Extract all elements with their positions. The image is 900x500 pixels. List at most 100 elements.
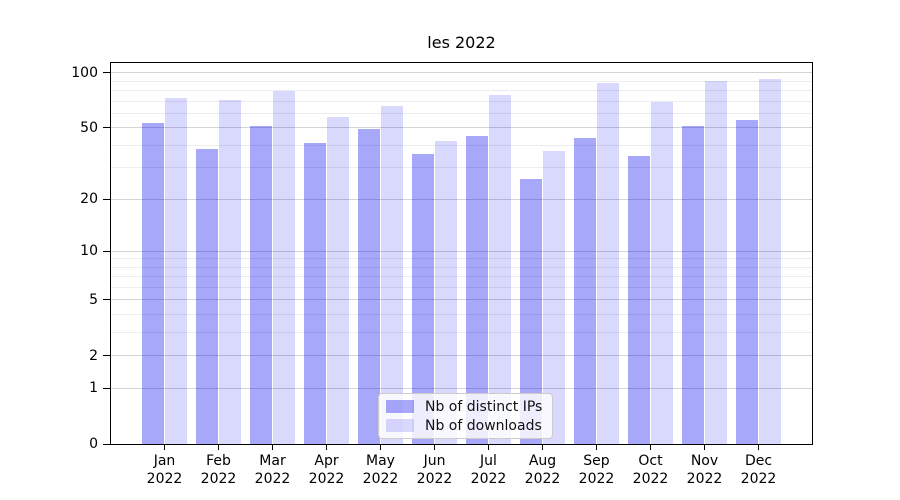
y-tick-mark-20: [103, 198, 110, 200]
major-gridline-y-1: [111, 387, 812, 389]
bar-jul-downloads: [488, 94, 511, 444]
bar-feb-distinct-ips: [196, 149, 219, 444]
bar-jan-distinct-ips: [142, 123, 165, 444]
minor-gridline-y-6: [111, 287, 812, 288]
bar-apr-distinct-ips: [304, 143, 327, 444]
x-tick-mark-jan: [164, 445, 165, 450]
bar-mar-downloads: [272, 90, 295, 444]
x-tick-label-nov: Nov 2022: [670, 452, 740, 488]
x-tick-year: 2022: [632, 471, 669, 487]
major-gridline-y-5: [111, 299, 812, 301]
minor-gridline-y-40: [111, 144, 812, 146]
minor-gridline-y-80: [111, 90, 812, 91]
x-tick-month: Jun: [423, 453, 446, 469]
bar-jun-distinct-ips: [412, 153, 435, 444]
x-tick-mark-nov: [704, 445, 705, 450]
x-tick-mark-oct: [650, 445, 651, 450]
x-tick-year: 2022: [686, 471, 723, 487]
x-tick-label-apr: Apr 2022: [292, 452, 362, 488]
minor-gridline-y-90: [111, 80, 812, 82]
bar-dec-downloads: [758, 78, 781, 444]
x-tick-year: 2022: [362, 471, 399, 487]
y-tick-mark-5: [103, 299, 110, 301]
bar-sep-distinct-ips: [574, 137, 597, 444]
minor-gridline-y-30: [111, 167, 812, 169]
x-tick-mark-mar: [272, 445, 273, 450]
bar-may-distinct-ips: [358, 129, 381, 444]
minor-gridline-y-3: [111, 332, 812, 333]
x-tick-label-mar: Mar 2022: [238, 452, 308, 488]
bar-jan-downloads: [164, 97, 187, 444]
legend: Nb of distinct IPs Nb of downloads: [378, 393, 554, 439]
x-tick-label-sep: Sep 2022: [562, 452, 632, 488]
x-tick-year: 2022: [308, 471, 345, 487]
y-tick-label-20: 20: [80, 191, 98, 208]
y-tick-label-0: 0: [89, 436, 98, 452]
bar-nov-distinct-ips: [682, 126, 705, 444]
x-tick-mark-sep: [596, 445, 597, 450]
major-gridline-y-20: [111, 198, 812, 200]
x-tick-label-jun: Jun 2022: [400, 452, 470, 488]
bar-mar-distinct-ips: [250, 126, 273, 444]
y-tick-mark-10: [103, 250, 110, 252]
y-tick-mark-100: [103, 72, 110, 74]
x-tick-year: 2022: [578, 471, 615, 487]
x-tick-year: 2022: [416, 471, 453, 487]
bar-aug-distinct-ips: [520, 178, 543, 444]
x-tick-month: Dec: [744, 453, 773, 469]
bar-feb-downloads: [218, 100, 241, 444]
y-tick-mark-0: [103, 443, 110, 445]
x-tick-month: May: [366, 453, 395, 469]
bar-nov-downloads: [704, 81, 727, 444]
x-tick-label-feb: Feb 2022: [184, 452, 254, 488]
major-gridline-y-10: [111, 250, 812, 252]
x-tick-month: Nov: [690, 453, 719, 469]
minor-gridline-y-4: [111, 314, 812, 315]
x-tick-month: Aug: [528, 453, 557, 469]
y-tick-label-100: 100: [71, 64, 98, 81]
x-tick-year: 2022: [200, 471, 237, 487]
bar-aug-downloads: [542, 151, 565, 444]
y-tick-label-50: 50: [80, 119, 98, 136]
y-tick-mark-2: [103, 355, 110, 357]
minor-gridline-y-8: [111, 266, 812, 268]
x-tick-mark-aug: [542, 445, 543, 450]
minor-gridline-y-70: [111, 100, 812, 102]
legend-label-distinct-ips: Nb of distinct IPs: [425, 398, 543, 415]
x-tick-year: 2022: [740, 471, 777, 487]
bar-sep-downloads: [596, 82, 619, 444]
x-tick-month: Oct: [638, 453, 663, 469]
y-tick-label-1: 1: [89, 380, 98, 397]
bar-oct-distinct-ips: [628, 155, 651, 444]
bar-apr-downloads: [326, 117, 349, 444]
y-tick-label-5: 5: [89, 291, 98, 308]
legend-item-downloads: Nb of downloads: [386, 417, 542, 434]
x-tick-year: 2022: [524, 471, 561, 487]
x-tick-label-aug: Aug 2022: [508, 452, 578, 488]
x-tick-label-jan: Jan 2022: [130, 452, 200, 488]
x-tick-year: 2022: [470, 471, 507, 487]
x-tick-year: 2022: [146, 471, 183, 487]
bar-oct-downloads: [650, 102, 673, 444]
legend-swatch-downloads: [386, 419, 414, 432]
x-tick-mark-jul: [488, 445, 489, 450]
x-tick-mark-jun: [434, 445, 435, 450]
bar-jun-downloads: [434, 141, 457, 444]
x-tick-mark-dec: [758, 445, 759, 450]
y-tick-mark-1: [103, 387, 110, 389]
x-tick-month: Sep: [583, 453, 610, 469]
x-tick-mark-feb: [218, 445, 219, 450]
plot-canvas: [111, 63, 812, 444]
x-tick-label-jul: Jul 2022: [454, 452, 524, 488]
x-tick-label-dec: Dec 2022: [724, 452, 794, 488]
x-tick-month: Mar: [259, 453, 286, 469]
bar-may-downloads: [380, 105, 403, 444]
minor-gridline-y-9: [111, 258, 812, 260]
major-gridline-y-100: [111, 72, 812, 74]
x-tick-month: Feb: [206, 453, 231, 469]
legend-swatch-distinct-ips: [386, 400, 414, 413]
y-tick-mark-50: [103, 127, 110, 129]
x-tick-month: Apr: [314, 453, 339, 469]
y-tick-label-2: 2: [89, 347, 98, 364]
